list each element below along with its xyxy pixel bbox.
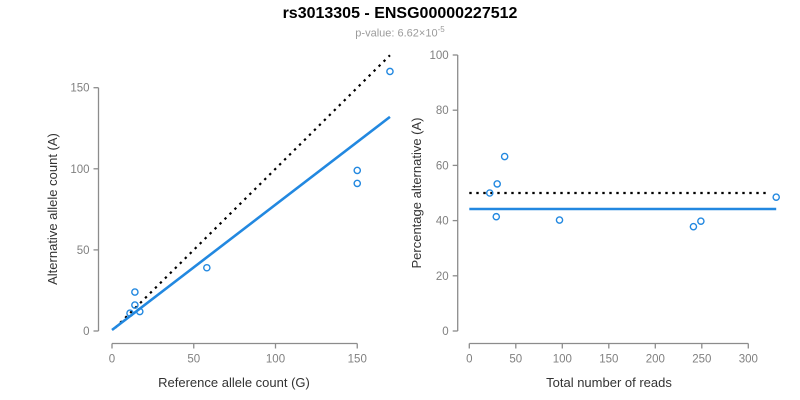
y-tick-label: 40 [436, 216, 449, 228]
y-tick-label: 100 [430, 50, 449, 62]
p-value-text: p-value: 6.62×10 [355, 27, 438, 40]
data-point [492, 212, 501, 221]
x-tick-label: 50 [509, 354, 522, 366]
data-point [135, 307, 144, 316]
y-tick-label: 100 [70, 164, 89, 176]
data-point [689, 222, 698, 231]
identity-line [114, 54, 391, 329]
x-axis-label: Total number of reads [546, 375, 672, 390]
data-point [493, 180, 502, 188]
y-tick-label: 0 [83, 326, 89, 338]
data-point [697, 217, 705, 225]
x-tick-label: 0 [466, 354, 472, 366]
x-tick-label: 300 [739, 354, 758, 366]
x-tick-label: 250 [692, 354, 711, 366]
x-tick-label: 0 [109, 354, 115, 366]
data-point [131, 288, 139, 296]
data-point [555, 216, 564, 224]
x-axis-label: Reference allele count (G) [158, 375, 310, 390]
x-tick-label: 150 [348, 354, 367, 366]
y-axis-label: Percentage alternative (A) [409, 117, 424, 268]
x-tick-label: 100 [266, 354, 285, 366]
data-point [131, 301, 139, 309]
data-point [126, 309, 134, 317]
data-point [500, 152, 509, 161]
x-tick-label: 150 [599, 354, 618, 366]
x-tick-label: 200 [646, 354, 665, 366]
y-tick-label: 150 [70, 83, 89, 95]
x-tick-label: 100 [553, 354, 572, 366]
y-tick-label: 80 [436, 105, 449, 117]
fit-line [111, 115, 391, 332]
data-point [353, 166, 362, 175]
data-point [353, 179, 362, 188]
data-point [772, 193, 781, 201]
y-tick-label: 0 [442, 326, 448, 338]
y-tick-label: 20 [436, 271, 449, 283]
chart-title: rs3013305 - ENSG00000227512 [282, 5, 518, 22]
y-tick-label: 60 [436, 160, 449, 172]
y-axis-label: Alternative allele count (A) [45, 133, 60, 285]
p-value-exponent: -5 [437, 25, 445, 34]
data-point [485, 189, 494, 197]
data-point [203, 263, 211, 272]
x-tick-label: 50 [187, 354, 200, 366]
data-point [386, 67, 394, 76]
y-tick-label: 50 [77, 245, 90, 257]
chart-subtitle: p-value: 6.62×10-5 [0, 25, 800, 40]
